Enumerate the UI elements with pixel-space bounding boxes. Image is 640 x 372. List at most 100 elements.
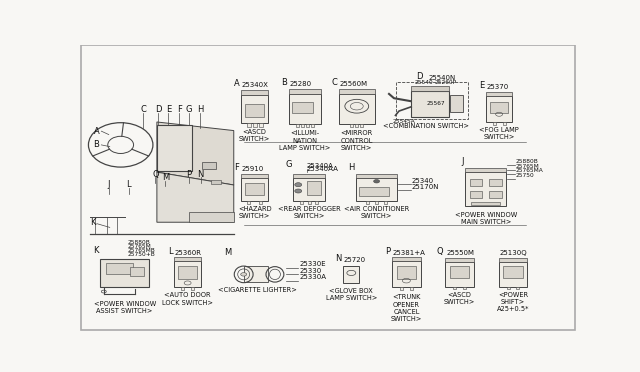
Text: D: D: [155, 105, 162, 113]
FancyBboxPatch shape: [451, 95, 463, 112]
Text: 25340X: 25340X: [242, 82, 269, 88]
FancyBboxPatch shape: [465, 168, 506, 172]
FancyBboxPatch shape: [253, 124, 257, 127]
FancyBboxPatch shape: [463, 286, 466, 289]
FancyBboxPatch shape: [503, 266, 523, 278]
Text: N: N: [335, 254, 342, 263]
Text: <HAZARD
SWITCH>: <HAZARD SWITCH>: [238, 206, 271, 219]
Circle shape: [295, 183, 301, 187]
Text: <REAR DEFOGGER
SWITCH>: <REAR DEFOGGER SWITCH>: [278, 206, 340, 219]
Text: <POWER WINDOW
MAIN SWITCH>: <POWER WINDOW MAIN SWITCH>: [454, 212, 517, 225]
Text: G: G: [186, 105, 193, 113]
Text: 25720: 25720: [344, 257, 366, 263]
Text: K: K: [90, 218, 95, 227]
FancyBboxPatch shape: [241, 95, 268, 124]
Text: 25340: 25340: [412, 177, 434, 183]
Text: <POWER WINDOW
ASSIST SWITCH>: <POWER WINDOW ASSIST SWITCH>: [93, 301, 156, 314]
FancyBboxPatch shape: [450, 266, 469, 278]
Polygon shape: [157, 172, 234, 222]
FancyBboxPatch shape: [241, 177, 268, 201]
FancyBboxPatch shape: [191, 287, 194, 290]
FancyBboxPatch shape: [445, 258, 474, 262]
Text: 25330A: 25330A: [300, 274, 326, 280]
FancyBboxPatch shape: [445, 262, 474, 286]
FancyBboxPatch shape: [366, 201, 369, 204]
Text: H: H: [348, 163, 355, 172]
Text: 25340AA: 25340AA: [307, 166, 339, 172]
FancyBboxPatch shape: [178, 266, 197, 279]
Text: J: J: [461, 157, 464, 166]
FancyBboxPatch shape: [293, 174, 325, 177]
Text: 25560M: 25560M: [340, 81, 368, 87]
FancyBboxPatch shape: [384, 201, 387, 204]
FancyBboxPatch shape: [306, 124, 308, 127]
Text: Q: Q: [437, 247, 444, 256]
Text: 25880B: 25880B: [516, 159, 539, 164]
Text: <CIGARETTE LIGHTER>: <CIGARETTE LIGHTER>: [218, 287, 297, 293]
Text: 25910: 25910: [242, 166, 264, 172]
FancyBboxPatch shape: [410, 287, 413, 290]
FancyBboxPatch shape: [174, 257, 201, 262]
Text: A: A: [234, 79, 239, 88]
Text: <TRUNK
OPENER
CANCEL
SWITCH>: <TRUNK OPENER CANCEL SWITCH>: [390, 294, 422, 322]
Text: 25750: 25750: [516, 173, 535, 179]
FancyBboxPatch shape: [490, 179, 502, 186]
FancyBboxPatch shape: [181, 287, 184, 290]
Text: M: M: [224, 248, 232, 257]
Text: J: J: [108, 180, 110, 189]
Text: Q: Q: [152, 170, 159, 179]
FancyBboxPatch shape: [507, 286, 509, 289]
Text: F: F: [177, 105, 182, 113]
FancyBboxPatch shape: [470, 179, 482, 186]
FancyBboxPatch shape: [292, 102, 313, 113]
Text: M: M: [162, 173, 169, 182]
Text: 25340A: 25340A: [307, 163, 333, 169]
FancyBboxPatch shape: [350, 124, 353, 127]
FancyBboxPatch shape: [344, 266, 359, 283]
FancyBboxPatch shape: [493, 122, 495, 125]
FancyBboxPatch shape: [174, 262, 201, 287]
FancyBboxPatch shape: [202, 162, 216, 169]
FancyBboxPatch shape: [400, 287, 403, 290]
FancyBboxPatch shape: [339, 94, 374, 124]
FancyBboxPatch shape: [412, 91, 449, 117]
FancyBboxPatch shape: [106, 263, 133, 274]
Text: E: E: [166, 105, 171, 113]
FancyBboxPatch shape: [100, 259, 150, 287]
Text: C: C: [140, 105, 146, 113]
Text: B: B: [281, 78, 287, 87]
Text: 25330: 25330: [300, 268, 321, 274]
FancyBboxPatch shape: [516, 286, 520, 289]
FancyBboxPatch shape: [247, 201, 250, 204]
Text: 25550M: 25550M: [446, 250, 474, 256]
FancyBboxPatch shape: [315, 201, 318, 204]
FancyBboxPatch shape: [490, 191, 502, 198]
FancyBboxPatch shape: [360, 124, 364, 127]
Text: B: B: [93, 140, 99, 150]
Text: N: N: [197, 170, 204, 179]
Text: 25330E: 25330E: [300, 262, 326, 267]
Text: 25540N: 25540N: [428, 75, 456, 81]
FancyBboxPatch shape: [392, 262, 420, 287]
Text: <MIRROR
CONTROL
SWITCH>: <MIRROR CONTROL SWITCH>: [340, 131, 373, 151]
Text: 25765M: 25765M: [127, 244, 151, 249]
FancyBboxPatch shape: [310, 124, 314, 127]
Text: K: K: [93, 246, 99, 255]
Text: 25750+B: 25750+B: [127, 252, 155, 257]
Text: <FOG LAMP
SWITCH>: <FOG LAMP SWITCH>: [479, 127, 519, 140]
Text: H: H: [197, 105, 204, 113]
Text: <COMBINATION SWITCH>: <COMBINATION SWITCH>: [383, 124, 469, 129]
Text: F: F: [235, 163, 239, 172]
Text: A: A: [93, 126, 99, 136]
FancyBboxPatch shape: [241, 90, 268, 95]
FancyBboxPatch shape: [502, 122, 506, 125]
FancyBboxPatch shape: [360, 187, 388, 196]
Text: 25765M: 25765M: [516, 164, 540, 169]
Text: P: P: [385, 247, 390, 256]
FancyBboxPatch shape: [355, 124, 358, 127]
FancyBboxPatch shape: [453, 286, 456, 289]
Text: 25370: 25370: [487, 84, 509, 90]
Text: <ASCD
SWITCH>: <ASCD SWITCH>: [444, 292, 475, 305]
FancyBboxPatch shape: [397, 266, 416, 279]
Text: G: G: [285, 160, 292, 169]
